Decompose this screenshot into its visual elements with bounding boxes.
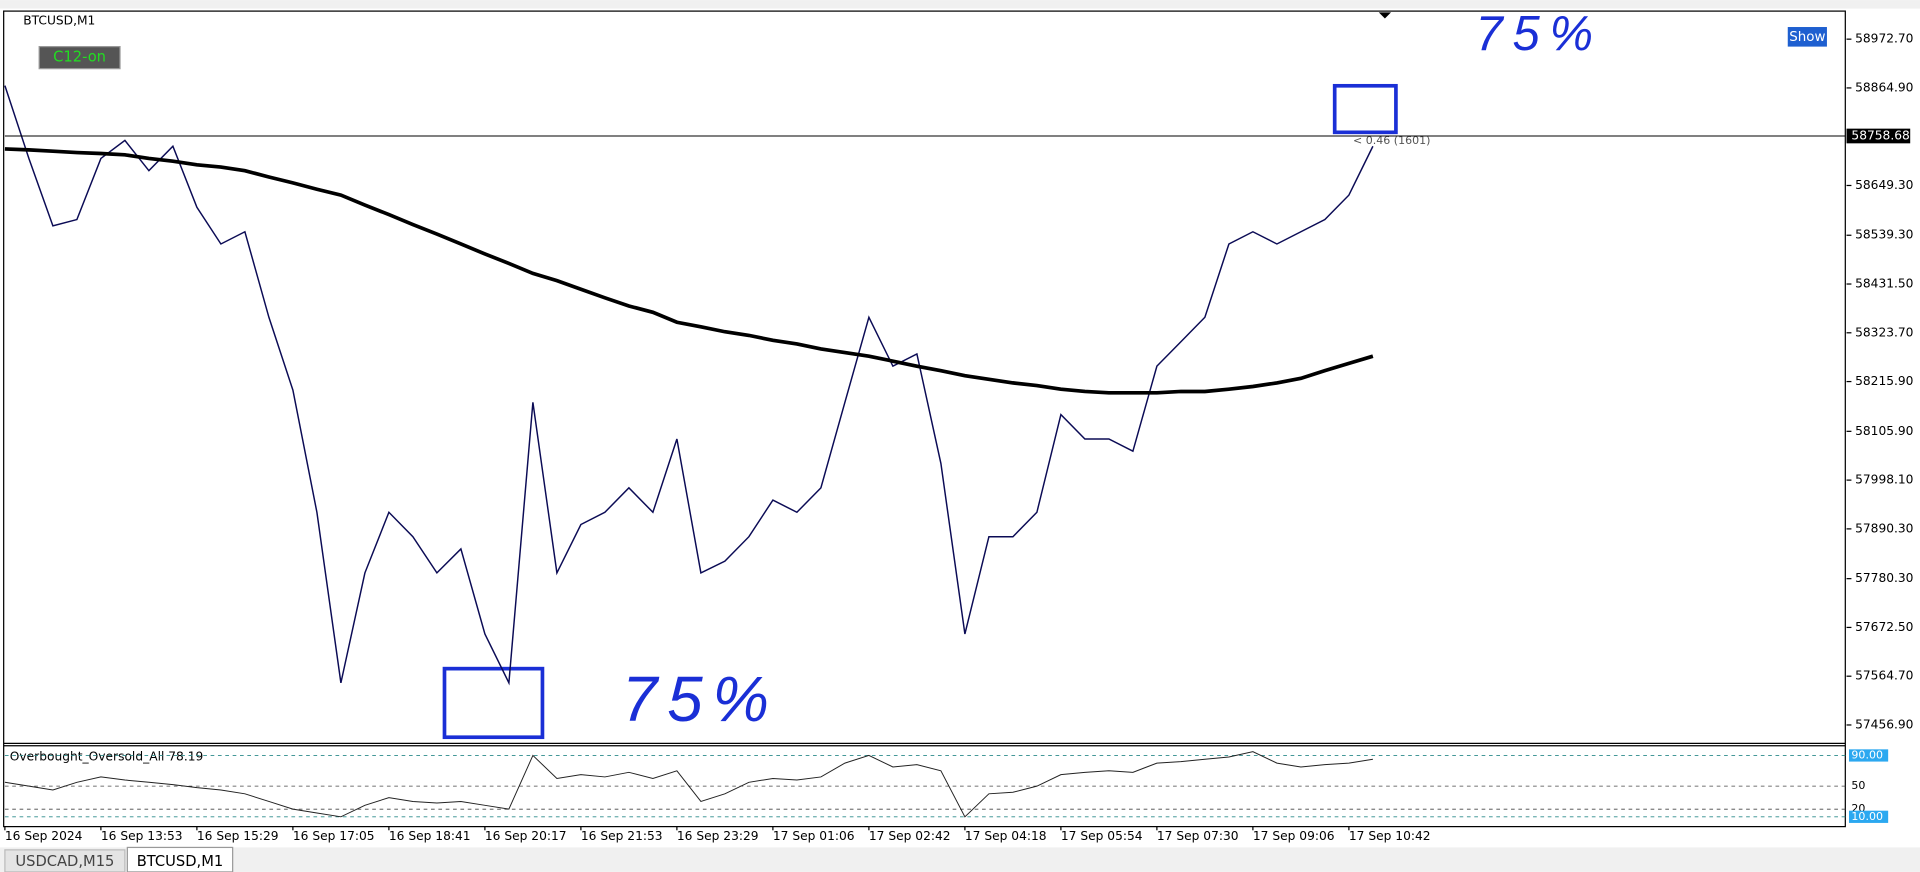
y-tick-label: 58105.90	[1855, 424, 1913, 438]
highlight-box	[1332, 83, 1398, 135]
indicator-button-label[interactable]: C12-on	[53, 49, 106, 66]
highlight-box	[442, 666, 545, 740]
annotation: 75%	[622, 664, 779, 735]
y-tick-label: 58649.30	[1855, 178, 1913, 192]
annotation: 75%	[1476, 7, 1603, 61]
x-tick-label: 16 Sep 20:17	[485, 829, 567, 843]
tab-label[interactable]: USDCAD,M15	[15, 853, 114, 870]
x-tick-label: 16 Sep 23:29	[677, 829, 759, 843]
y-tick-label: 58539.30	[1855, 228, 1913, 242]
show-button[interactable]	[1787, 27, 1827, 47]
y-tick-label: 58431.50	[1855, 277, 1913, 291]
y-tick-label: 10.00	[1851, 810, 1883, 823]
x-tick-label: 17 Sep 10:42	[1349, 829, 1431, 843]
y-tick-label: 57564.70	[1855, 669, 1913, 683]
y-tick-label: 58215.90	[1855, 374, 1913, 388]
x-tick-label: 17 Sep 04:18	[965, 829, 1047, 843]
y-tick-label: 58972.70	[1855, 32, 1913, 46]
series-line	[4, 147, 1374, 395]
show-button-label[interactable]: Show	[1789, 30, 1825, 45]
shift-marker	[1378, 12, 1392, 19]
y-tick-label: 90.00	[1851, 748, 1883, 761]
tab-label[interactable]: BTCUSD,M1	[137, 853, 224, 870]
y-tick-label: 58323.70	[1855, 325, 1913, 339]
x-tick-label: 16 Sep 13:53	[101, 829, 183, 843]
current-price-label: 58758.68	[1851, 128, 1909, 142]
level-label-bg	[1848, 810, 1889, 823]
y-tick-label: 57890.30	[1855, 521, 1913, 535]
y-tick-label: 57780.30	[1855, 571, 1913, 585]
current-price-bg	[1846, 128, 1911, 144]
x-tick-label: 16 Sep 21:53	[581, 829, 663, 843]
x-tick-label: 17 Sep 02:42	[869, 829, 951, 843]
x-tick-label: 17 Sep 09:06	[1253, 829, 1335, 843]
indicator-button[interactable]	[38, 46, 121, 70]
y-tick-label: 58864.90	[1855, 80, 1913, 94]
series-line	[4, 85, 1374, 686]
x-tick-label: 16 Sep 15:29	[197, 829, 279, 843]
y-tick-label: 57672.50	[1855, 620, 1913, 634]
x-tick-label: 16 Sep 17:05	[293, 829, 375, 843]
y-tick-label: 57998.10	[1855, 473, 1913, 487]
x-tick-label: 17 Sep 05:54	[1061, 829, 1143, 843]
tab-active[interactable]	[126, 846, 234, 872]
top-strip	[0, 0, 1920, 9]
x-tick-label: 17 Sep 01:06	[773, 829, 855, 843]
x-tick-label: 16 Sep 2024	[5, 829, 83, 843]
oscillator-title: Overbought_Oversold_All 78.19	[10, 749, 204, 763]
chart-frame	[3, 10, 1846, 828]
symbol-label: BTCUSD,M1	[23, 13, 95, 27]
y-tick-label: 57456.90	[1855, 717, 1913, 731]
tab-bar	[0, 847, 1920, 872]
y-tick-label: 50	[1851, 779, 1865, 792]
annotation: < 0.46 (1601)	[1353, 134, 1430, 147]
x-tick-label: 17 Sep 07:30	[1157, 829, 1239, 843]
series-line	[4, 751, 1373, 818]
x-tick-label: 16 Sep 18:41	[389, 829, 471, 843]
level-label-bg	[1848, 749, 1889, 762]
